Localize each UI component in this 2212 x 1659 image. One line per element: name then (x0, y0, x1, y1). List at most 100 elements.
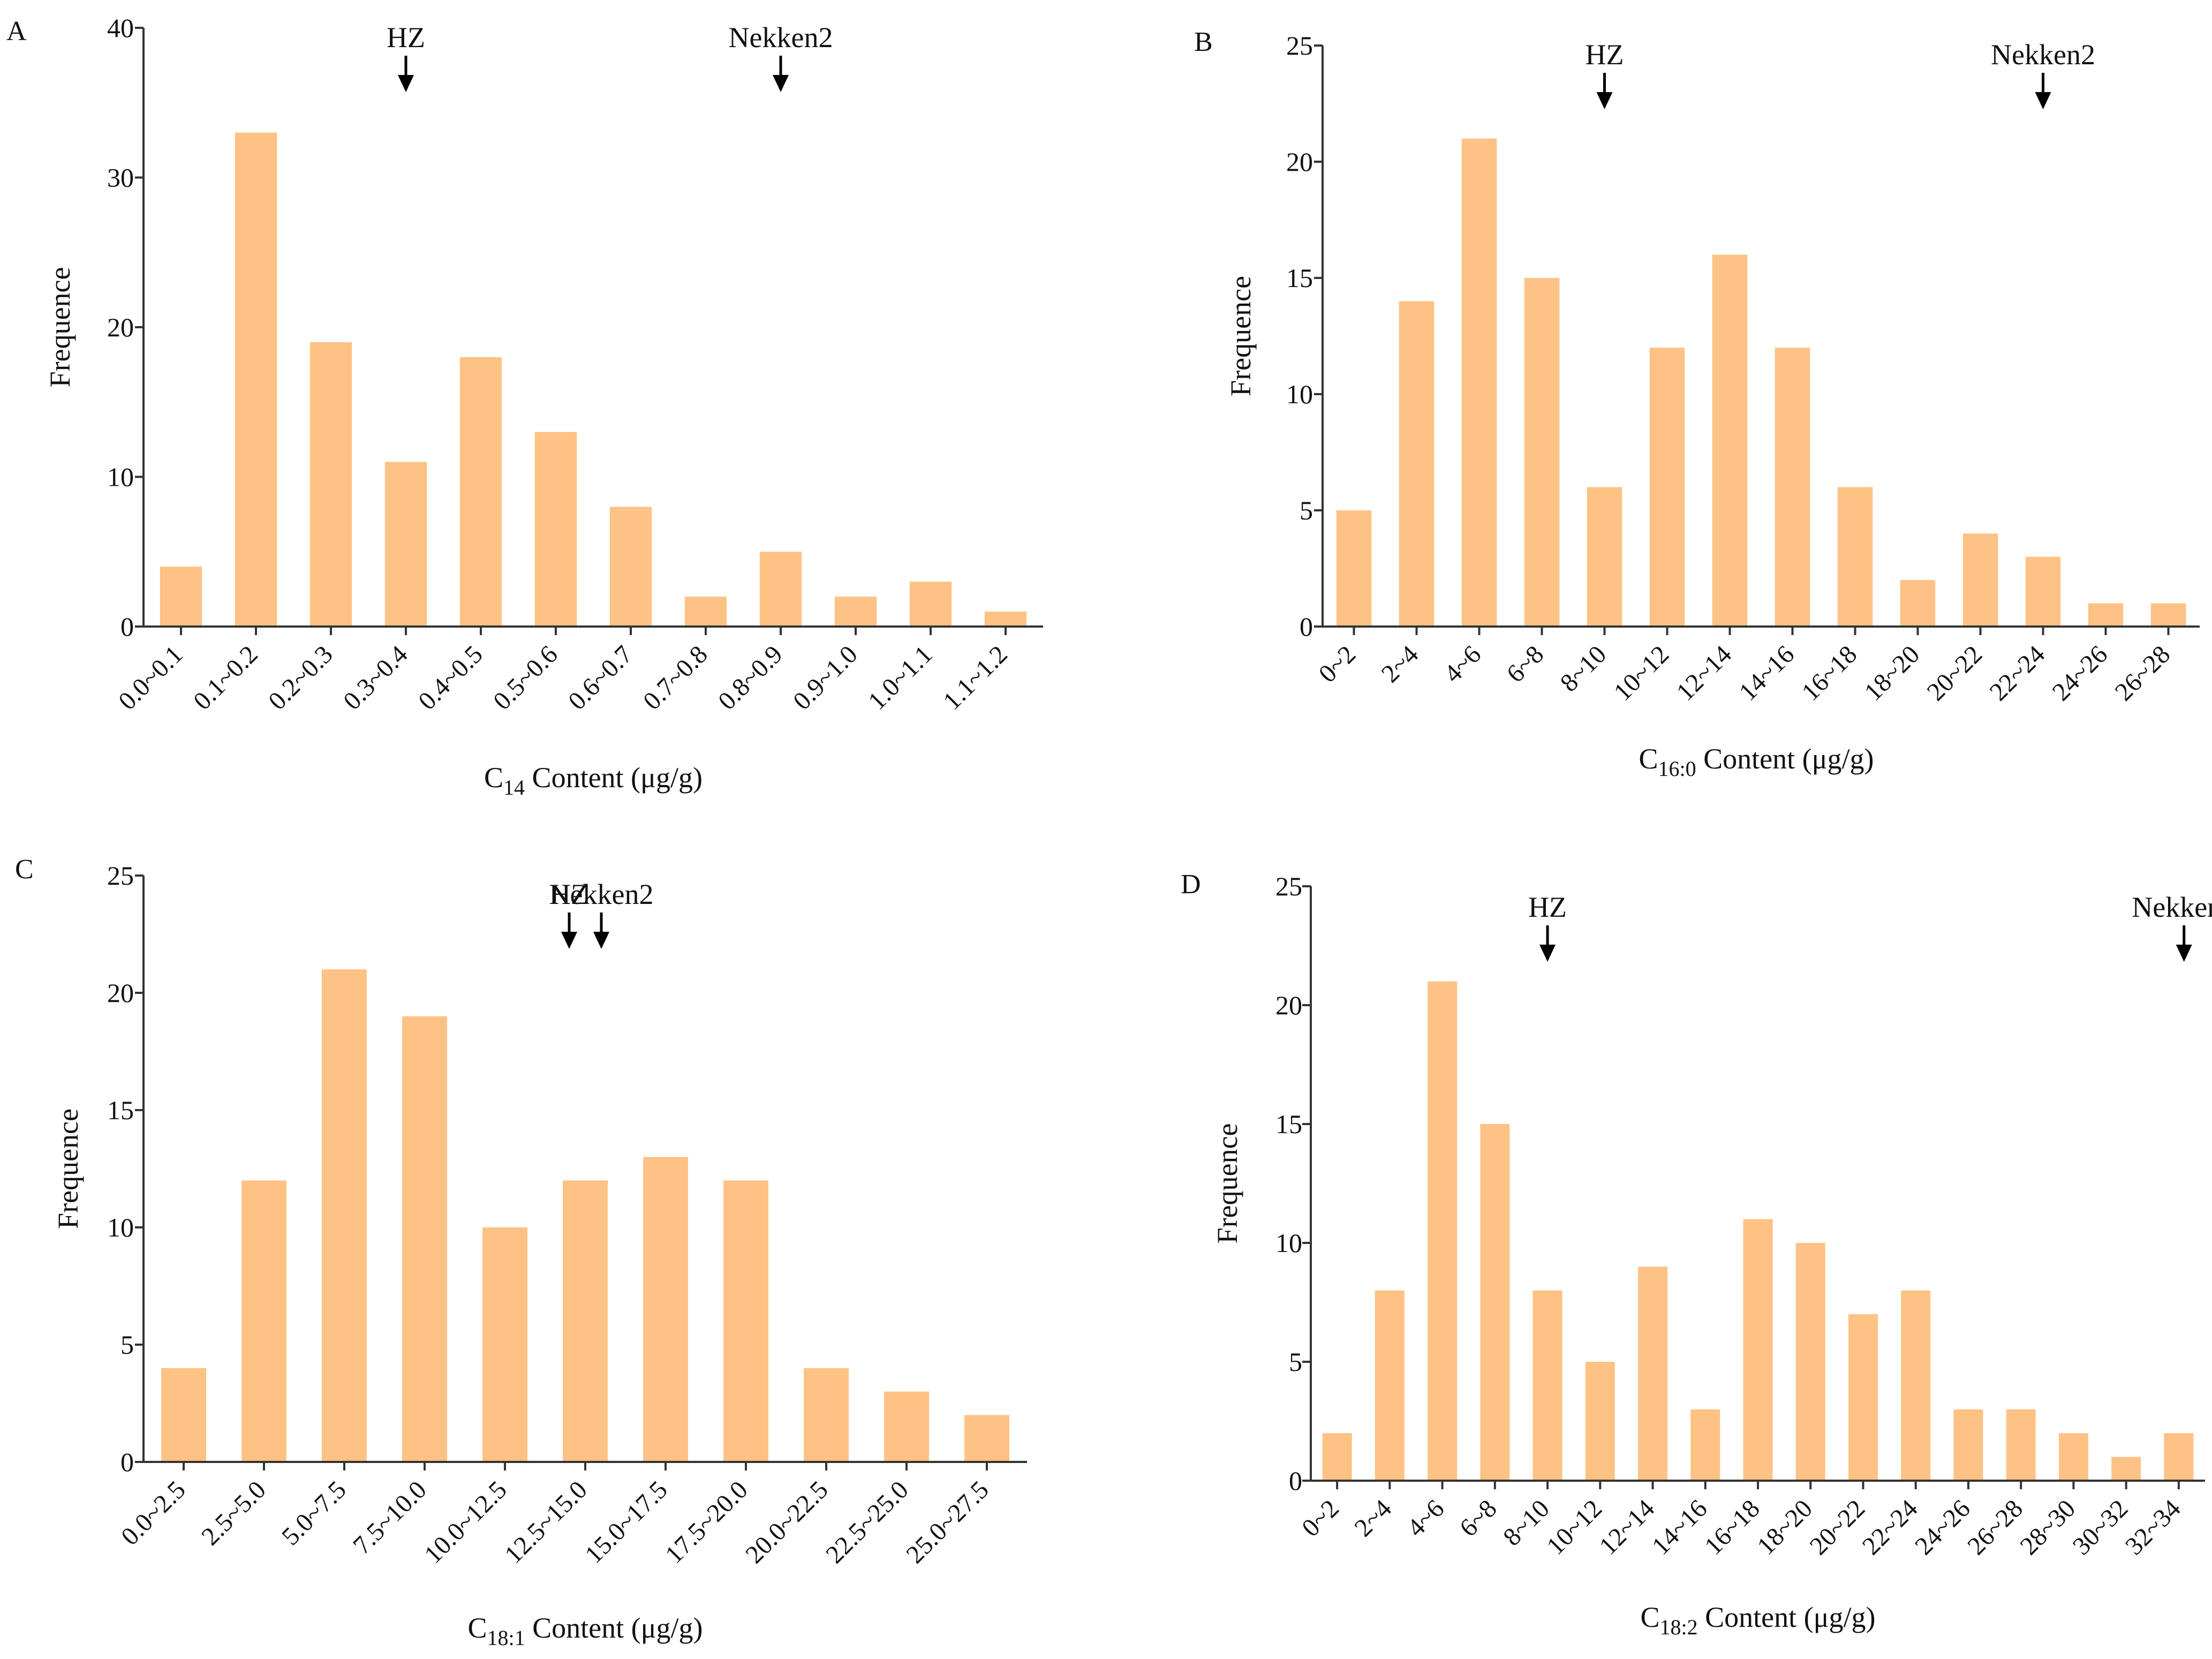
bar (909, 582, 952, 627)
bar (1399, 301, 1435, 627)
bar (723, 1180, 768, 1462)
bar (1795, 1243, 1825, 1481)
x-tick-label: 22.5~25.0 (820, 1475, 914, 1569)
x-tick-label: 28~30 (2014, 1494, 2081, 1560)
annotation-label: Nekken2 (549, 878, 654, 910)
bar (643, 1157, 688, 1462)
y-tick-label: 5 (1300, 495, 1313, 525)
annotation-label: HZ (1528, 891, 1567, 923)
y-tick-label: 25 (1275, 871, 1302, 901)
x-tick-label: 12~14 (1671, 640, 1738, 706)
x-tick-label: 5.0~7.5 (276, 1475, 352, 1551)
x-tick-label: 14~16 (1734, 640, 1800, 706)
x-tick-label: 30~32 (2067, 1494, 2134, 1560)
bar (402, 1016, 447, 1462)
x-tick-label: 0.0~2.5 (116, 1475, 191, 1551)
y-tick-label: 20 (107, 978, 134, 1008)
y-tick-label: 5 (120, 1330, 134, 1360)
bar (1638, 1266, 1668, 1481)
bar (1461, 138, 1497, 627)
y-tick-label: 10 (1275, 1228, 1302, 1258)
x-tick-label: 22~24 (1984, 640, 2051, 706)
y-tick-label: 25 (107, 861, 134, 891)
x-tick-label: 25.0~27.5 (901, 1475, 994, 1569)
y-tick-label: 20 (107, 312, 134, 342)
x-tick-label: 16~18 (1796, 640, 1863, 706)
arrowhead-icon (2176, 945, 2192, 962)
annotation-label: Nekken2 (1991, 39, 2095, 71)
arrowhead-icon (1539, 945, 1556, 962)
bar (1900, 580, 1936, 627)
y-tick-label: 0 (120, 612, 134, 642)
arrowhead-icon (398, 75, 414, 92)
bar (1524, 278, 1560, 627)
bar (1901, 1290, 1931, 1481)
y-tick-label: 15 (1286, 263, 1313, 293)
y-axis-title: Frequence (52, 1108, 84, 1229)
y-axis-title: Frequence (1211, 1123, 1243, 1244)
bar (563, 1180, 608, 1462)
bar (2164, 1433, 2194, 1481)
arrowhead-icon (1596, 92, 1613, 109)
y-tick-label: 20 (1275, 990, 1302, 1020)
bar (1649, 348, 1685, 627)
y-axis-title: Frequence (44, 267, 76, 388)
x-tick-label: 0.5~0.6 (488, 640, 563, 715)
x-axis-title: C16:0 Content (μg/g) (1639, 743, 1874, 781)
x-tick-label: 1.0~1.1 (863, 640, 938, 715)
x-tick-label: 20~22 (1805, 1494, 1871, 1560)
annotation-label: Nekken2 (729, 21, 833, 54)
bar (834, 597, 877, 627)
annotation-nekken2: Nekken2 (2132, 891, 2212, 962)
arrowhead-icon (593, 932, 609, 949)
annotation-label: HZ (550, 878, 588, 910)
x-axis-title: C18:1 Content (μg/g) (467, 1612, 703, 1650)
annotation-label: HZ (387, 21, 425, 54)
bar (804, 1368, 849, 1462)
x-tick-label: 18~20 (1752, 1494, 1818, 1560)
bar (161, 1368, 206, 1462)
x-tick-label: 12~14 (1594, 1494, 1660, 1560)
y-tick-label: 0 (1289, 1466, 1302, 1496)
bar (1743, 1219, 1773, 1481)
y-tick-label: 40 (107, 13, 134, 43)
y-tick-label: 10 (1286, 379, 1313, 409)
y-tick-label: 15 (1275, 1109, 1302, 1139)
y-tick-label: 25 (1286, 31, 1313, 61)
arrowhead-icon (561, 932, 577, 949)
annotation-hz: HZ (1528, 891, 1567, 962)
x-tick-label: 0.9~1.0 (788, 640, 863, 715)
x-tick-label: 10~12 (1609, 640, 1675, 706)
bar (1962, 533, 1998, 627)
y-axis-title: Frequence (1225, 276, 1257, 396)
bar (2025, 556, 2061, 627)
x-tick-label: 24~26 (2047, 640, 2113, 706)
bar (1532, 1290, 1562, 1481)
bar (1775, 348, 1810, 627)
x-tick-label: 17.5~20.0 (660, 1475, 753, 1569)
x-tick-label: 10.0~12.5 (419, 1475, 512, 1569)
bar (1837, 487, 1873, 627)
bar (322, 969, 367, 1462)
panel-label: A (6, 16, 27, 47)
y-tick-label: 0 (1300, 612, 1313, 642)
panel-label: C (15, 854, 34, 885)
x-tick-label: 0.4~0.5 (413, 640, 488, 715)
x-tick-label: 15.0~17.5 (579, 1475, 673, 1569)
x-tick-label: 6~8 (1454, 1494, 1503, 1542)
bar (609, 507, 652, 627)
y-tick-label: 20 (1286, 147, 1313, 177)
panel-label: B (1194, 27, 1213, 57)
x-tick-label: 0~2 (1296, 1494, 1345, 1542)
x-tick-label: 24~26 (1909, 1494, 1976, 1560)
x-tick-label: 2~4 (1349, 1494, 1397, 1542)
bar (759, 552, 802, 627)
y-tick-label: 10 (107, 462, 134, 492)
bar (684, 597, 727, 627)
panel-b: B 0 5 10 15 20 25 0~2 2~4 4~6 6~8 8~1010~1212~1414~… (1194, 27, 2200, 781)
bar (241, 1180, 286, 1462)
annotation-hz: HZ (550, 878, 588, 949)
annotation-label: HZ (1586, 39, 1624, 71)
x-tick-label: 14~16 (1647, 1494, 1713, 1560)
